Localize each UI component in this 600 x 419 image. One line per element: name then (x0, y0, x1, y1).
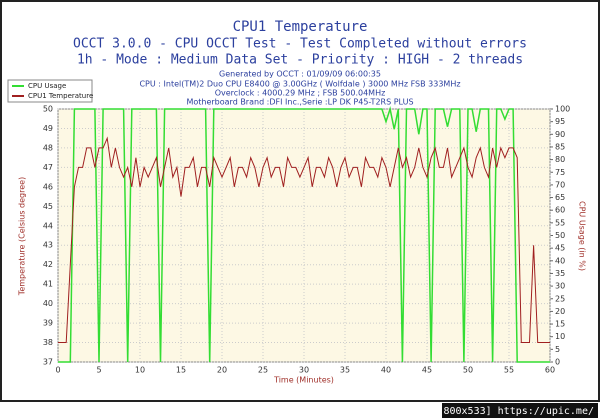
x-tick-label: 35 (340, 366, 350, 375)
y2-tick-label: 75 (555, 168, 565, 177)
y-tick-label: 47 (43, 163, 53, 172)
info-line: Motherboard Brand :DFI Inc.,Serie :LP DK… (186, 98, 413, 107)
legend-label: CPU1 Temperature (28, 92, 93, 100)
x-tick-label: 15 (176, 366, 186, 375)
x-axis-label: Time (Minutes) (273, 376, 334, 385)
x-tick-label: 60 (545, 366, 555, 375)
y-axis-label: Temperature (Celsius degree) (18, 177, 27, 296)
series-line (58, 136, 550, 344)
x-tick-label: 25 (258, 366, 268, 375)
y2-tick-label: 60 (555, 206, 565, 215)
x-tick-label: 55 (504, 366, 514, 375)
y2-tick-label: 10 (555, 332, 565, 341)
y-tick-label: 37 (43, 358, 53, 367)
x-tick-label: 30 (299, 366, 309, 375)
y2-tick-label: 85 (555, 142, 565, 151)
y2-tick-label: 100 (555, 105, 570, 114)
y2-tick-label: 40 (555, 256, 565, 265)
x-tick-label: 5 (96, 366, 101, 375)
y2-axis-label: CPU Usage (in %) (578, 201, 587, 271)
legend-label: CPU Usage (28, 82, 66, 90)
y2-tick-label: 30 (555, 282, 565, 291)
y-tick-label: 45 (43, 202, 53, 211)
x-tick-label: 20 (217, 366, 227, 375)
y2-tick-label: 15 (555, 320, 565, 329)
watermark: [800x533] https://upic.me/ (437, 406, 594, 417)
y2-tick-label: 25 (555, 294, 565, 303)
y-tick-label: 40 (43, 299, 53, 308)
y-tick-label: 41 (43, 280, 53, 289)
x-tick-label: 45 (422, 366, 432, 375)
info-line: Generated by OCCT : 01/09/09 06:00:35 (219, 70, 381, 79)
y2-tick-label: 50 (555, 231, 565, 240)
y2-tick-label: 95 (555, 117, 565, 126)
info-line: Overclock : 4000.29 MHz ; FSB 500.04MHz (215, 89, 386, 98)
chart-title: CPU1 Temperature (233, 19, 368, 35)
y-tick-label: 43 (43, 241, 53, 250)
y2-tick-label: 45 (555, 244, 565, 253)
y2-tick-label: 80 (555, 155, 565, 164)
y2-tick-label: 5 (555, 345, 560, 354)
y2-tick-label: 70 (555, 180, 565, 189)
y-tick-label: 50 (43, 105, 53, 114)
y-tick-label: 44 (43, 221, 53, 230)
y-tick-label: 39 (43, 319, 53, 328)
x-tick-label: 10 (135, 366, 145, 375)
x-tick-label: 0 (55, 366, 60, 375)
y2-tick-label: 55 (555, 218, 565, 227)
y-tick-label: 42 (43, 260, 53, 269)
y2-tick-label: 20 (555, 307, 565, 316)
info-line: CPU : Intel(TM)2 Duo CPU E8400 @ 3.00GHz… (139, 80, 460, 89)
y-tick-label: 48 (43, 143, 53, 152)
series-line (58, 106, 550, 363)
chart-subtitle: 1h - Mode : Medium Data Set - Priority :… (77, 53, 523, 68)
chart-subtitle: OCCT 3.0.0 - CPU OCCT Test - Test Comple… (73, 37, 527, 52)
y-tick-label: 46 (43, 182, 53, 191)
y-tick-label: 49 (43, 124, 53, 133)
y2-tick-label: 35 (555, 269, 565, 278)
legend-box (7, 79, 93, 103)
watermark-box (442, 403, 598, 418)
y2-tick-label: 65 (555, 193, 565, 202)
y2-tick-label: 0 (555, 358, 560, 367)
y-tick-label: 38 (43, 338, 53, 347)
x-tick-label: 40 (381, 366, 391, 375)
x-tick-label: 50 (463, 366, 473, 375)
y2-tick-label: 90 (555, 130, 565, 139)
